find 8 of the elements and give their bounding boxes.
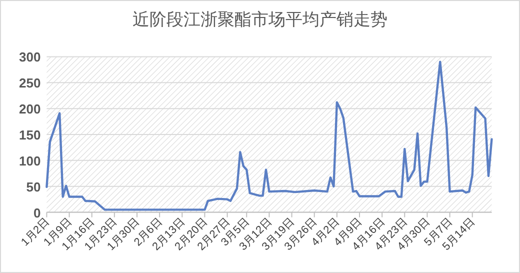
y-tick-label: 150 [18,128,41,142]
y-tick-label: 50 [26,179,41,194]
y-tick-label: 0 [33,205,41,220]
chart-title: 近阶段江浙聚酯市场平均产销走势 [132,10,388,29]
y-tick-label: 250 [18,76,41,91]
y-tick-label: 300 [18,50,41,65]
y-tick-label: 200 [18,102,41,117]
y-tick-label: 100 [18,153,41,168]
